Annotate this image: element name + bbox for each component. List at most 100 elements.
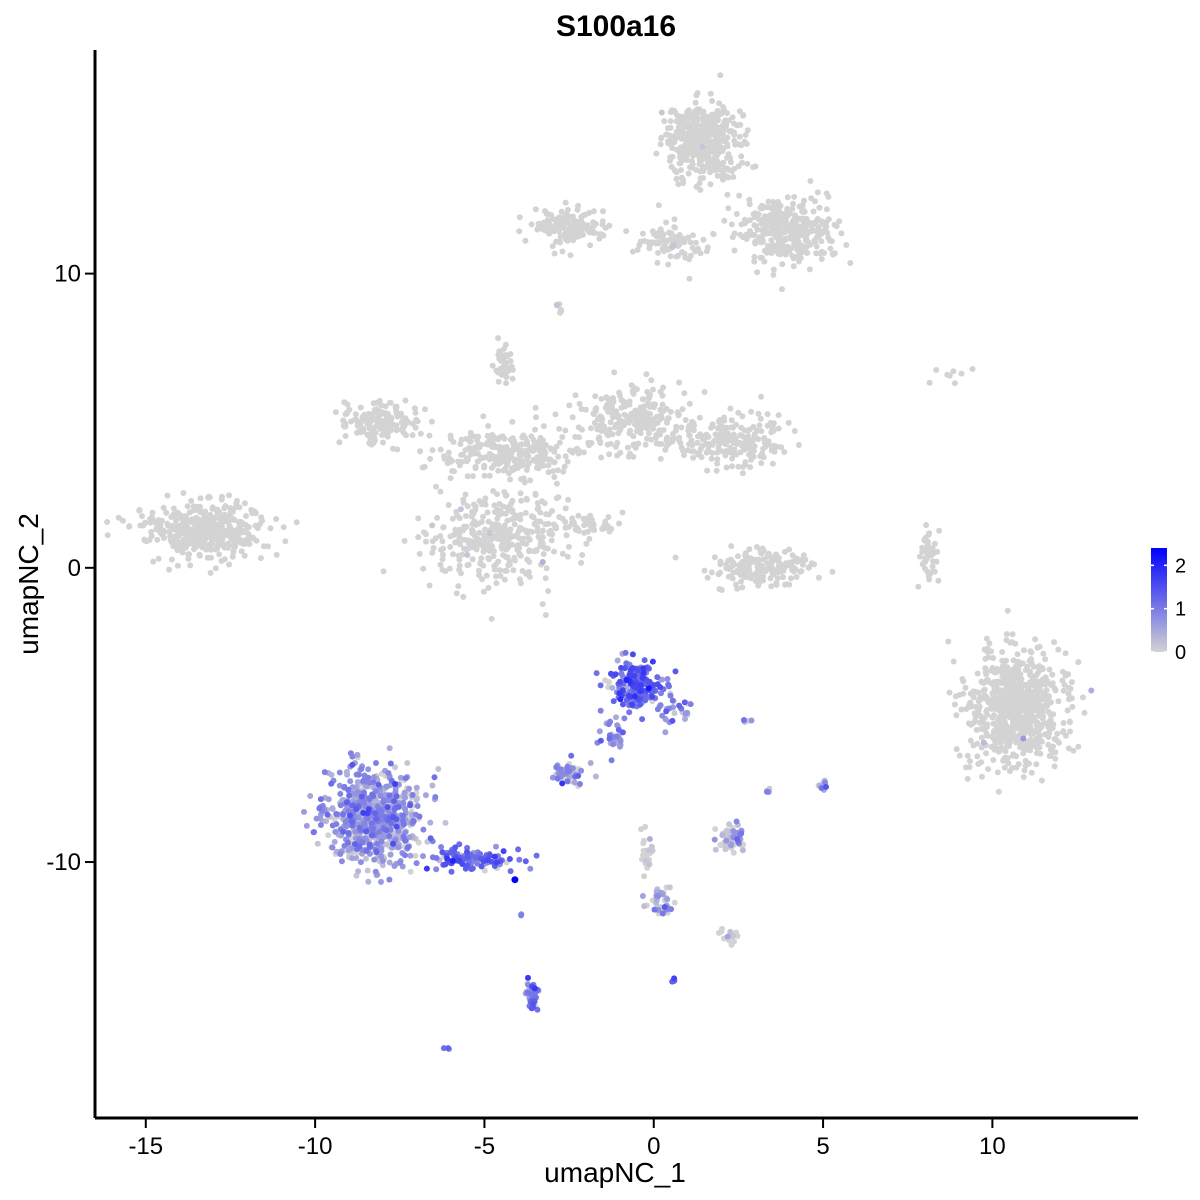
- cell-point: [768, 237, 775, 244]
- cell-point: [717, 842, 724, 848]
- cell-point: [646, 245, 653, 252]
- cell-point: [485, 423, 492, 429]
- cell-point: [550, 228, 557, 235]
- cell-point: [610, 407, 617, 414]
- cell-point: [506, 856, 513, 862]
- cell-point: [967, 758, 973, 765]
- cell-point: [258, 514, 265, 521]
- cell-point: [999, 649, 1006, 655]
- cell-point: [170, 543, 177, 550]
- cell-point: [651, 906, 658, 913]
- cell-point: [1018, 715, 1025, 722]
- cell-point: [216, 535, 223, 542]
- cell-point: [535, 504, 542, 511]
- cell-point: [1022, 667, 1029, 674]
- cell-point: [233, 527, 239, 534]
- cell-point: [816, 204, 823, 211]
- cell-point: [489, 543, 496, 550]
- cell-point: [480, 413, 487, 420]
- cell-point: [426, 432, 433, 439]
- cell-point: [648, 239, 655, 246]
- cell-point: [653, 440, 660, 447]
- cell-point: [336, 439, 343, 446]
- cell-point: [989, 680, 996, 687]
- cell-point: [738, 142, 745, 149]
- cell-point: [373, 849, 380, 856]
- cell-point: [352, 416, 359, 423]
- cell-point: [516, 214, 523, 221]
- cell-point: [517, 552, 524, 559]
- cell-point: [160, 504, 167, 511]
- cell-point: [720, 431, 727, 438]
- cell-point: [916, 553, 923, 560]
- cell-point: [799, 242, 806, 249]
- cell-point: [1013, 764, 1020, 771]
- cell-point: [417, 448, 424, 455]
- cell-point: [462, 447, 469, 454]
- cell-point: [763, 788, 770, 795]
- cell-point: [435, 766, 442, 772]
- cell-point: [584, 518, 591, 525]
- cell-point: [803, 219, 810, 226]
- cell-point: [739, 413, 746, 420]
- cell-point: [569, 235, 576, 242]
- cell-point: [766, 230, 773, 237]
- cell-point: [696, 132, 703, 139]
- cell-point: [486, 530, 493, 537]
- cell-point: [755, 410, 762, 417]
- cell-point: [546, 221, 553, 228]
- cell-point: [673, 423, 680, 430]
- cell-point: [592, 773, 599, 780]
- cell-point: [676, 379, 683, 386]
- cell-point: [818, 256, 825, 262]
- cell-point: [635, 440, 642, 447]
- cell-point: [524, 463, 531, 470]
- cell-point: [226, 561, 233, 568]
- cell-point: [598, 231, 605, 238]
- cell-point: [402, 852, 408, 859]
- cell-point: [229, 553, 236, 560]
- cell-point: [413, 416, 420, 423]
- cell-point: [604, 441, 611, 448]
- cell-point: [694, 439, 701, 446]
- cell-point: [989, 690, 996, 697]
- cell-point: [786, 559, 793, 566]
- cell-point: [1038, 777, 1045, 784]
- cell-point: [587, 760, 594, 766]
- cell-point: [983, 677, 990, 684]
- cell-point: [735, 163, 742, 170]
- cell-point: [539, 539, 546, 546]
- cell-point: [807, 178, 814, 184]
- cell-point: [217, 540, 224, 547]
- cell-point: [822, 226, 829, 233]
- cell-point: [532, 426, 538, 433]
- cell-point: [533, 546, 540, 553]
- cell-point: [658, 109, 665, 116]
- cell-point: [166, 566, 173, 573]
- cell-point: [507, 351, 514, 357]
- cell-point: [613, 733, 620, 740]
- cell-point: [439, 566, 446, 573]
- cell-point: [203, 541, 210, 548]
- cell-point: [673, 175, 680, 182]
- cell-point: [227, 528, 233, 535]
- cell-point: [490, 533, 497, 540]
- cell-point: [501, 489, 508, 495]
- cell-point: [257, 555, 264, 562]
- cell-point: [784, 194, 791, 201]
- cell-point: [970, 688, 977, 695]
- cell-point: [693, 239, 699, 246]
- cell-point: [236, 504, 243, 511]
- cell-point: [618, 420, 625, 427]
- cell-point: [671, 710, 678, 717]
- cell-point: [981, 692, 988, 699]
- cell-point: [714, 172, 721, 179]
- cell-point: [799, 558, 806, 564]
- cell-point: [412, 409, 419, 416]
- cell-point: [685, 150, 692, 157]
- cell-point: [667, 253, 674, 260]
- cell-point: [515, 442, 522, 449]
- cell-point: [504, 517, 511, 524]
- cell-point: [1062, 672, 1069, 679]
